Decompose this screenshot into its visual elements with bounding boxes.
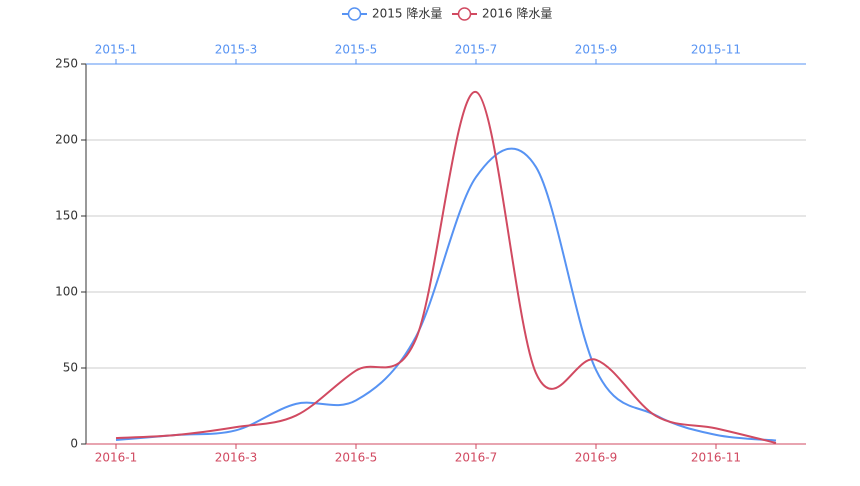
series-line: [115, 90, 777, 444]
x-tick-label: 2015-5: [335, 43, 378, 57]
x-tick-label: 2016-1: [95, 451, 138, 465]
legend-icon: [347, 7, 362, 21]
legend-label[interactable]: 2015 降水量: [372, 7, 442, 21]
y-tick-label: 0: [70, 437, 78, 451]
x-tick-label: 2015-3: [215, 43, 258, 57]
y-tick-label: 50: [63, 361, 78, 375]
x-tick-label: 2015-9: [575, 43, 618, 57]
x-tick-label: 2016-3: [215, 451, 258, 465]
x-tick-label: 2016-7: [455, 451, 498, 465]
y-tick-label: 100: [55, 285, 78, 299]
y-tick-label: 150: [55, 209, 78, 223]
x-tick-label: 2015-1: [95, 43, 138, 57]
x-tick-label: 2016-9: [575, 451, 618, 465]
x-tick-label: 2015-11: [691, 43, 741, 57]
x-tick-label: 2016-11: [691, 451, 741, 465]
y-tick-label: 250: [55, 57, 78, 71]
x-tick-label: 2015-7: [455, 43, 498, 57]
legend-icon: [457, 7, 472, 21]
x-tick-label: 2016-5: [335, 451, 378, 465]
y-tick-label: 200: [55, 133, 78, 147]
legend-label[interactable]: 2016 降水量: [482, 7, 552, 21]
